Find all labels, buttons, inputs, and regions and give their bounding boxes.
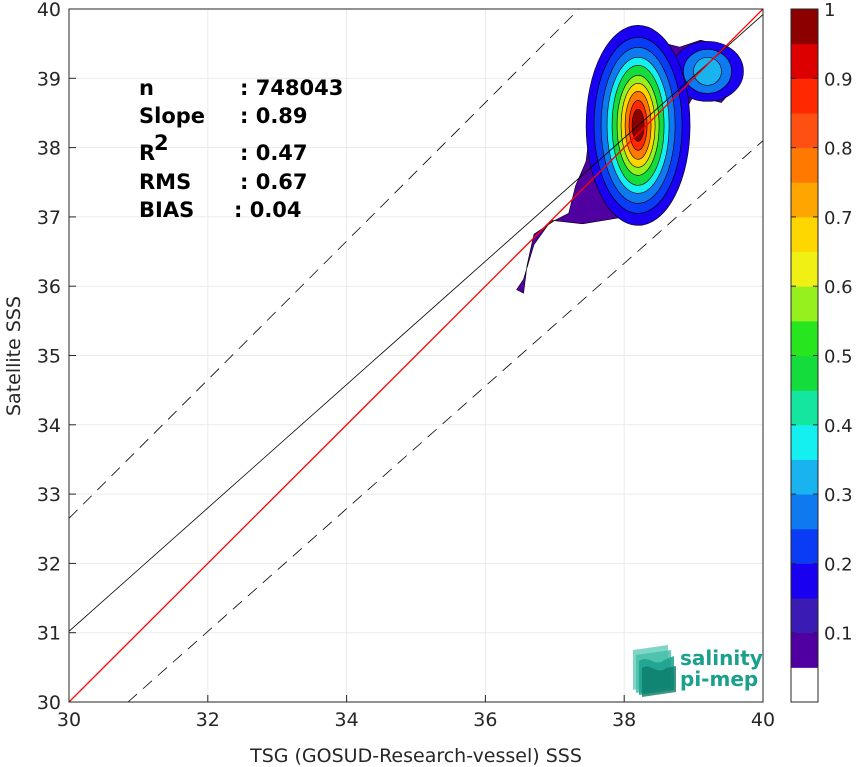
colorbar-segment	[791, 9, 818, 45]
y-tick-label: 36	[37, 276, 61, 298]
colorbar-frame	[790, 8, 819, 703]
regression-line	[69, 14, 763, 632]
colorbar-tick-label: 0.5	[824, 347, 853, 368]
y-tick-label: 37	[37, 207, 61, 229]
logo-text-line2: pi-mep	[680, 667, 758, 691]
x-axis-ticks: 30 32 34 36 38 40	[57, 695, 775, 731]
stat-n-value: : 748043	[240, 76, 343, 100]
y-tick-label: 30	[37, 692, 61, 714]
colorbar-segment	[791, 43, 818, 79]
stats-box: n : 748043 Slope : 0.89 R 2 : 0.47 RMS :…	[139, 76, 343, 222]
stat-n-label: n	[139, 76, 154, 100]
x-axis-label: TSG (GOSUD-Research-vessel) SSS	[249, 745, 582, 767]
y-axis-label: Satellite SSS	[3, 296, 25, 416]
stat-rms-value: : 0.67	[240, 170, 308, 194]
stat-bias-value: : 0.04	[234, 198, 302, 222]
colorbar-segment	[791, 598, 818, 634]
lower-bound-dashed-line	[127, 140, 763, 702]
colorbar-segment	[791, 320, 818, 356]
colorbar-segment	[791, 147, 818, 183]
x-tick-label: 38	[612, 709, 636, 731]
stat-slope-value: : 0.89	[240, 104, 308, 128]
colorbar-segment	[791, 78, 818, 114]
y-tick-label: 38	[37, 138, 61, 160]
colorbar-segment	[791, 424, 818, 460]
reference-lines	[69, 9, 763, 702]
y-tick-label: 39	[37, 68, 61, 90]
colorbar-segment	[791, 112, 818, 149]
x-tick-label: 32	[196, 709, 220, 731]
x-tick-label: 30	[57, 709, 81, 731]
stat-r2-value: : 0.47	[240, 141, 308, 165]
colorbar-tick-label: 0.3	[824, 485, 853, 506]
y-tick-label: 31	[37, 623, 61, 645]
colorbar-segment	[791, 216, 818, 253]
stat-slope-label: Slope	[139, 104, 205, 128]
colorbar-segment	[791, 563, 818, 599]
identity-line	[69, 9, 763, 702]
y-axis-ticks: 30 31 32 33 34 35 36 37 38 39 40	[37, 0, 76, 714]
colorbar-segment	[791, 459, 818, 495]
colorbar-tick-label: 0.2	[824, 554, 853, 575]
y-tick-label: 33	[37, 484, 61, 506]
colorbar-segment	[791, 667, 818, 703]
colorbar-segment	[791, 494, 818, 530]
stat-rms-label: RMS	[139, 170, 191, 194]
upper-bound-dashed-line	[69, 9, 580, 519]
y-tick-label: 40	[37, 0, 61, 21]
colorbar-tick-label: 1	[824, 0, 835, 21]
colorbar-tick-label: 0.8	[824, 139, 853, 160]
colorbar	[791, 9, 818, 703]
colorbar-tick-label: 0.4	[824, 416, 853, 437]
colorbar-tick-label: 0.6	[824, 277, 853, 298]
x-tick-label: 36	[473, 709, 497, 731]
stat-r2-sup: 2	[154, 131, 169, 155]
colorbar-ticks: 0.1 0.2 0.3 0.4 0.5 0.6 0.7 0.8 0.9 1	[791, 0, 853, 645]
colorbar-tick-label: 0.9	[824, 69, 853, 90]
colorbar-segment	[791, 632, 818, 668]
y-tick-label: 35	[37, 346, 61, 368]
colorbar-segment	[791, 182, 818, 218]
x-tick-label: 40	[751, 709, 775, 731]
density-contours	[516, 25, 744, 294]
grid	[68, 8, 764, 703]
colorbar-segment	[791, 355, 818, 391]
y-tick-label: 34	[37, 415, 61, 437]
stat-bias-label: BIAS	[139, 198, 194, 222]
logo-waves-icon	[633, 645, 676, 697]
stat-r2-label: R	[139, 141, 155, 165]
colorbar-segment	[791, 528, 818, 564]
salinity-pi-mep-logo: salinity pi-mep	[633, 645, 763, 697]
x-tick-label: 34	[335, 709, 359, 731]
colorbar-segment	[791, 390, 818, 426]
logo-text-line1: salinity	[680, 646, 763, 670]
colorbar-segment	[791, 286, 818, 322]
density-contour-secondary	[693, 57, 722, 86]
colorbar-tick-label: 0.1	[824, 624, 853, 645]
colorbar-tick-label: 0.7	[824, 208, 853, 229]
y-tick-label: 32	[37, 553, 61, 575]
colorbar-segment	[791, 251, 818, 287]
